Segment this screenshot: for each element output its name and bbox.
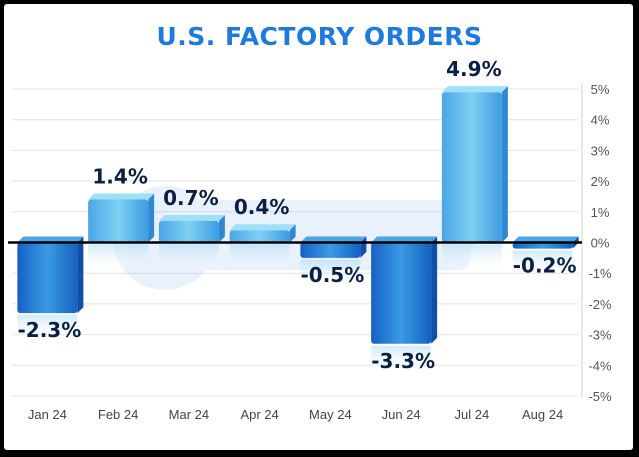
bar-top	[88, 193, 155, 200]
data-label: 1.4%	[92, 165, 147, 189]
y-tick-label: -1%	[588, 266, 612, 281]
bars	[17, 86, 579, 372]
bar-side	[218, 215, 225, 243]
data-label: 0.4%	[234, 195, 289, 219]
bar-top	[17, 236, 84, 243]
x-tick-label: Jul 24	[455, 407, 490, 422]
bar-side	[501, 86, 508, 243]
data-label: -2.3%	[17, 318, 81, 342]
y-tick-label: -2%	[588, 297, 612, 312]
data-label: -0.5%	[300, 263, 364, 287]
y-tick-label: 3%	[591, 143, 610, 158]
x-axis-labels: Jan 24 Feb 24 Mar 24 Apr 24 May 24 Jun 24 Jul …	[28, 407, 563, 422]
bar	[371, 242, 432, 344]
bar-side	[77, 236, 84, 314]
x-tick-label: Feb 24	[98, 407, 138, 422]
bar-top	[229, 224, 296, 231]
y-tick-label: 2%	[591, 174, 610, 189]
bar-top	[441, 86, 508, 93]
x-tick-label: Aug 24	[522, 407, 563, 422]
y-tick-label: 5%	[591, 82, 610, 97]
data-label: -3.3%	[371, 349, 435, 373]
bar	[17, 242, 78, 314]
data-label: 0.7%	[163, 186, 218, 210]
data-label: 4.9%	[446, 57, 501, 81]
x-tick-label: Apr 24	[240, 407, 278, 422]
y-tick-label: -3%	[588, 328, 612, 343]
bar-side	[148, 193, 155, 243]
bar-reflection	[17, 315, 78, 342]
bar	[158, 221, 219, 243]
bar-top	[300, 236, 367, 243]
x-tick-label: Jan 24	[28, 407, 67, 422]
bar-reflection	[441, 244, 502, 271]
x-tick-label: Mar 24	[169, 407, 209, 422]
bar-reflection	[158, 244, 219, 271]
bar-side	[289, 224, 296, 243]
bar-reflection	[88, 244, 149, 271]
y-tick-label: 4%	[591, 113, 610, 128]
data-label: -0.2%	[513, 254, 577, 278]
bar-reflection	[229, 244, 290, 271]
y-axis-ticks: 5% 4% 3% 2% 1% 0% -1% -2% -3% -4% -5%	[588, 82, 612, 404]
bar-reflection	[512, 250, 573, 277]
y-tick-label: 0%	[591, 236, 610, 251]
bar	[512, 242, 573, 249]
bar-reflection	[300, 259, 361, 286]
bar-reflection	[371, 345, 432, 372]
y-tick-label: -5%	[588, 389, 612, 404]
data-labels: -2.3% 1.4% 0.7% 0.4% -0.5% -3.3% 4.9% -0.2%	[17, 57, 576, 373]
bar	[441, 92, 502, 243]
bar-top	[158, 215, 225, 222]
bar-top	[371, 236, 438, 243]
bar	[88, 199, 149, 243]
bar-side	[431, 236, 438, 344]
x-tick-label: Jun 24	[382, 407, 421, 422]
bar-top	[512, 236, 579, 243]
chart-title: U.S. FACTORY ORDERS	[156, 22, 483, 51]
y-tick-label: -4%	[588, 358, 612, 373]
x-tick-label: May 24	[309, 407, 352, 422]
y-tick-label: 1%	[591, 205, 610, 220]
bar	[300, 242, 361, 258]
bar	[229, 230, 290, 243]
